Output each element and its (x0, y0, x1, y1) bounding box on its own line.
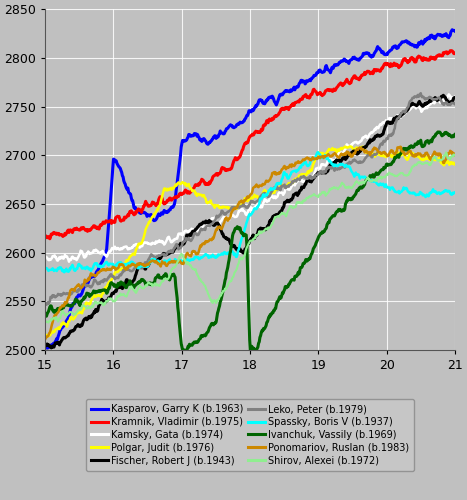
Legend: Kasparov, Garry K (b.1963), Kramnik, Vladimir (b.1975), Kamsky, Gata (b.1974), P: Kasparov, Garry K (b.1963), Kramnik, Vla… (86, 399, 414, 470)
